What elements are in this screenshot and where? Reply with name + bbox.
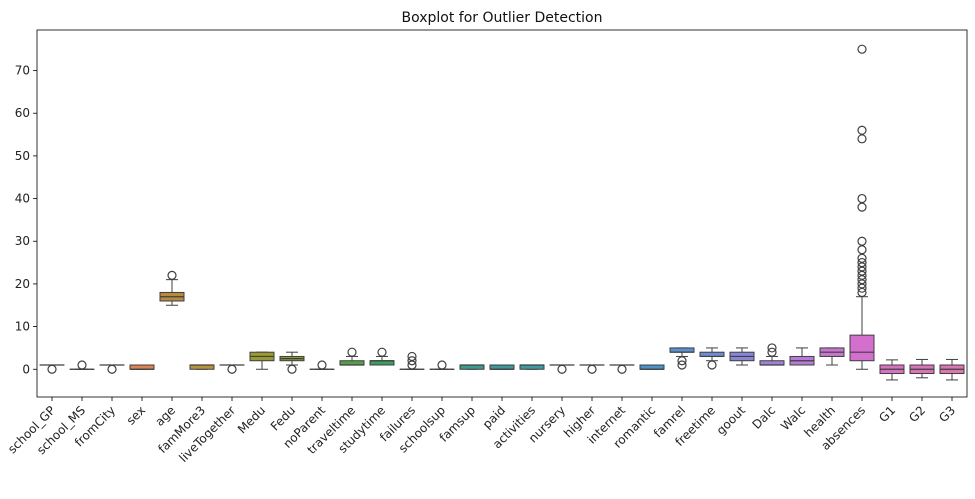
chart-title: Boxplot for Outlier Detection <box>402 10 603 26</box>
box-G2 <box>909 358 935 379</box>
x-tick-label: G2 <box>906 403 928 425</box>
box-failures <box>399 351 425 370</box>
box-iqr <box>699 351 725 357</box>
y-axis: 0 10 20 30 40 50 60 70 <box>15 64 37 376</box>
box-iqr <box>639 364 665 370</box>
box-paid <box>489 364 515 370</box>
box-iqr <box>669 347 695 353</box>
y-tick-label: 40 <box>15 192 30 206</box>
box-famMore3 <box>189 364 215 370</box>
outlier-point <box>707 360 717 370</box>
outlier-point <box>317 360 327 370</box>
box-Medu <box>249 351 275 370</box>
y-tick-label: 30 <box>15 234 30 248</box>
x-tick-label: age <box>152 403 178 429</box>
box-iqr <box>459 364 485 370</box>
box-traveltime <box>339 347 365 366</box>
y-tick-label: 0 <box>22 362 30 376</box>
y-tick-label: 60 <box>15 106 30 120</box>
outlier-point <box>857 257 867 268</box>
boxes-group <box>39 44 965 381</box>
outlier-point <box>857 134 867 144</box>
outlier-point <box>587 364 597 374</box>
box-iqr <box>339 360 365 366</box>
y-tick-label: 70 <box>15 64 30 78</box>
outlier-point <box>857 125 867 135</box>
outlier-point <box>377 347 387 357</box>
y-tick-label: 50 <box>15 149 30 163</box>
box-goout <box>729 347 755 366</box>
outlier-point <box>767 343 777 353</box>
box-iqr <box>369 360 395 366</box>
outlier-point <box>437 360 447 370</box>
outlier-point <box>857 44 867 54</box>
box-school_GP <box>39 364 65 374</box>
box-iqr <box>519 364 545 370</box>
outlier-point <box>407 351 417 362</box>
box-absences <box>849 44 875 370</box>
outlier-point <box>167 270 177 280</box>
box-school_MS <box>69 360 95 370</box>
box-famsup <box>459 364 485 370</box>
outlier-point <box>227 364 237 374</box>
outlier-point <box>767 347 777 357</box>
outlier-point <box>677 360 687 370</box>
box-romantic <box>639 364 665 370</box>
outlier-point <box>857 193 867 204</box>
outlier-point <box>347 347 357 357</box>
box-noParent <box>309 360 335 370</box>
y-tick-label: 20 <box>15 277 30 291</box>
box-Walc <box>789 347 815 366</box>
box-age <box>159 270 185 306</box>
plot-area-frame <box>36 29 968 398</box>
x-tick-label: G1 <box>876 403 898 425</box>
outlier-point <box>677 356 687 366</box>
box-G3 <box>939 358 965 381</box>
x-tick-label: goout <box>714 403 749 438</box>
box-fromCity <box>99 364 125 374</box>
box-health <box>819 347 845 366</box>
box-sex <box>129 364 155 370</box>
box-iqr <box>849 334 875 362</box>
box-studytime <box>369 347 395 366</box>
outlier-point <box>617 364 627 374</box>
outlier-point <box>287 364 297 374</box>
box-higher <box>579 364 605 374</box>
box-G1 <box>879 359 905 381</box>
box-internet <box>609 364 635 374</box>
x-tick-label: G3 <box>936 403 958 425</box>
outlier-point <box>47 364 57 374</box>
outlier-point <box>857 245 867 255</box>
outlier-point <box>77 360 87 370</box>
x-tick-label: Dalc <box>749 403 778 432</box>
x-tick-label: sex <box>124 403 148 427</box>
outlier-point <box>407 356 417 366</box>
box-iqr <box>129 364 155 370</box>
y-tick-label: 10 <box>15 320 30 334</box>
outlier-point <box>857 236 867 246</box>
box-iqr <box>759 360 785 366</box>
x-tick-label: Medu <box>235 403 268 436</box>
box-activities <box>519 364 545 370</box>
box-schoolsup <box>429 360 455 370</box>
box-freetime <box>699 347 725 370</box>
outlier-point <box>857 202 867 212</box>
box-famrel <box>669 347 695 370</box>
box-nursery <box>549 364 575 374</box>
box-iqr <box>489 364 515 370</box>
outlier-point <box>557 364 567 374</box>
box-Dalc <box>759 343 785 366</box>
box-liveTogether <box>219 364 245 374</box>
outlier-point <box>107 364 117 374</box>
box-iqr <box>189 364 215 370</box>
box-Fedu <box>279 351 305 374</box>
